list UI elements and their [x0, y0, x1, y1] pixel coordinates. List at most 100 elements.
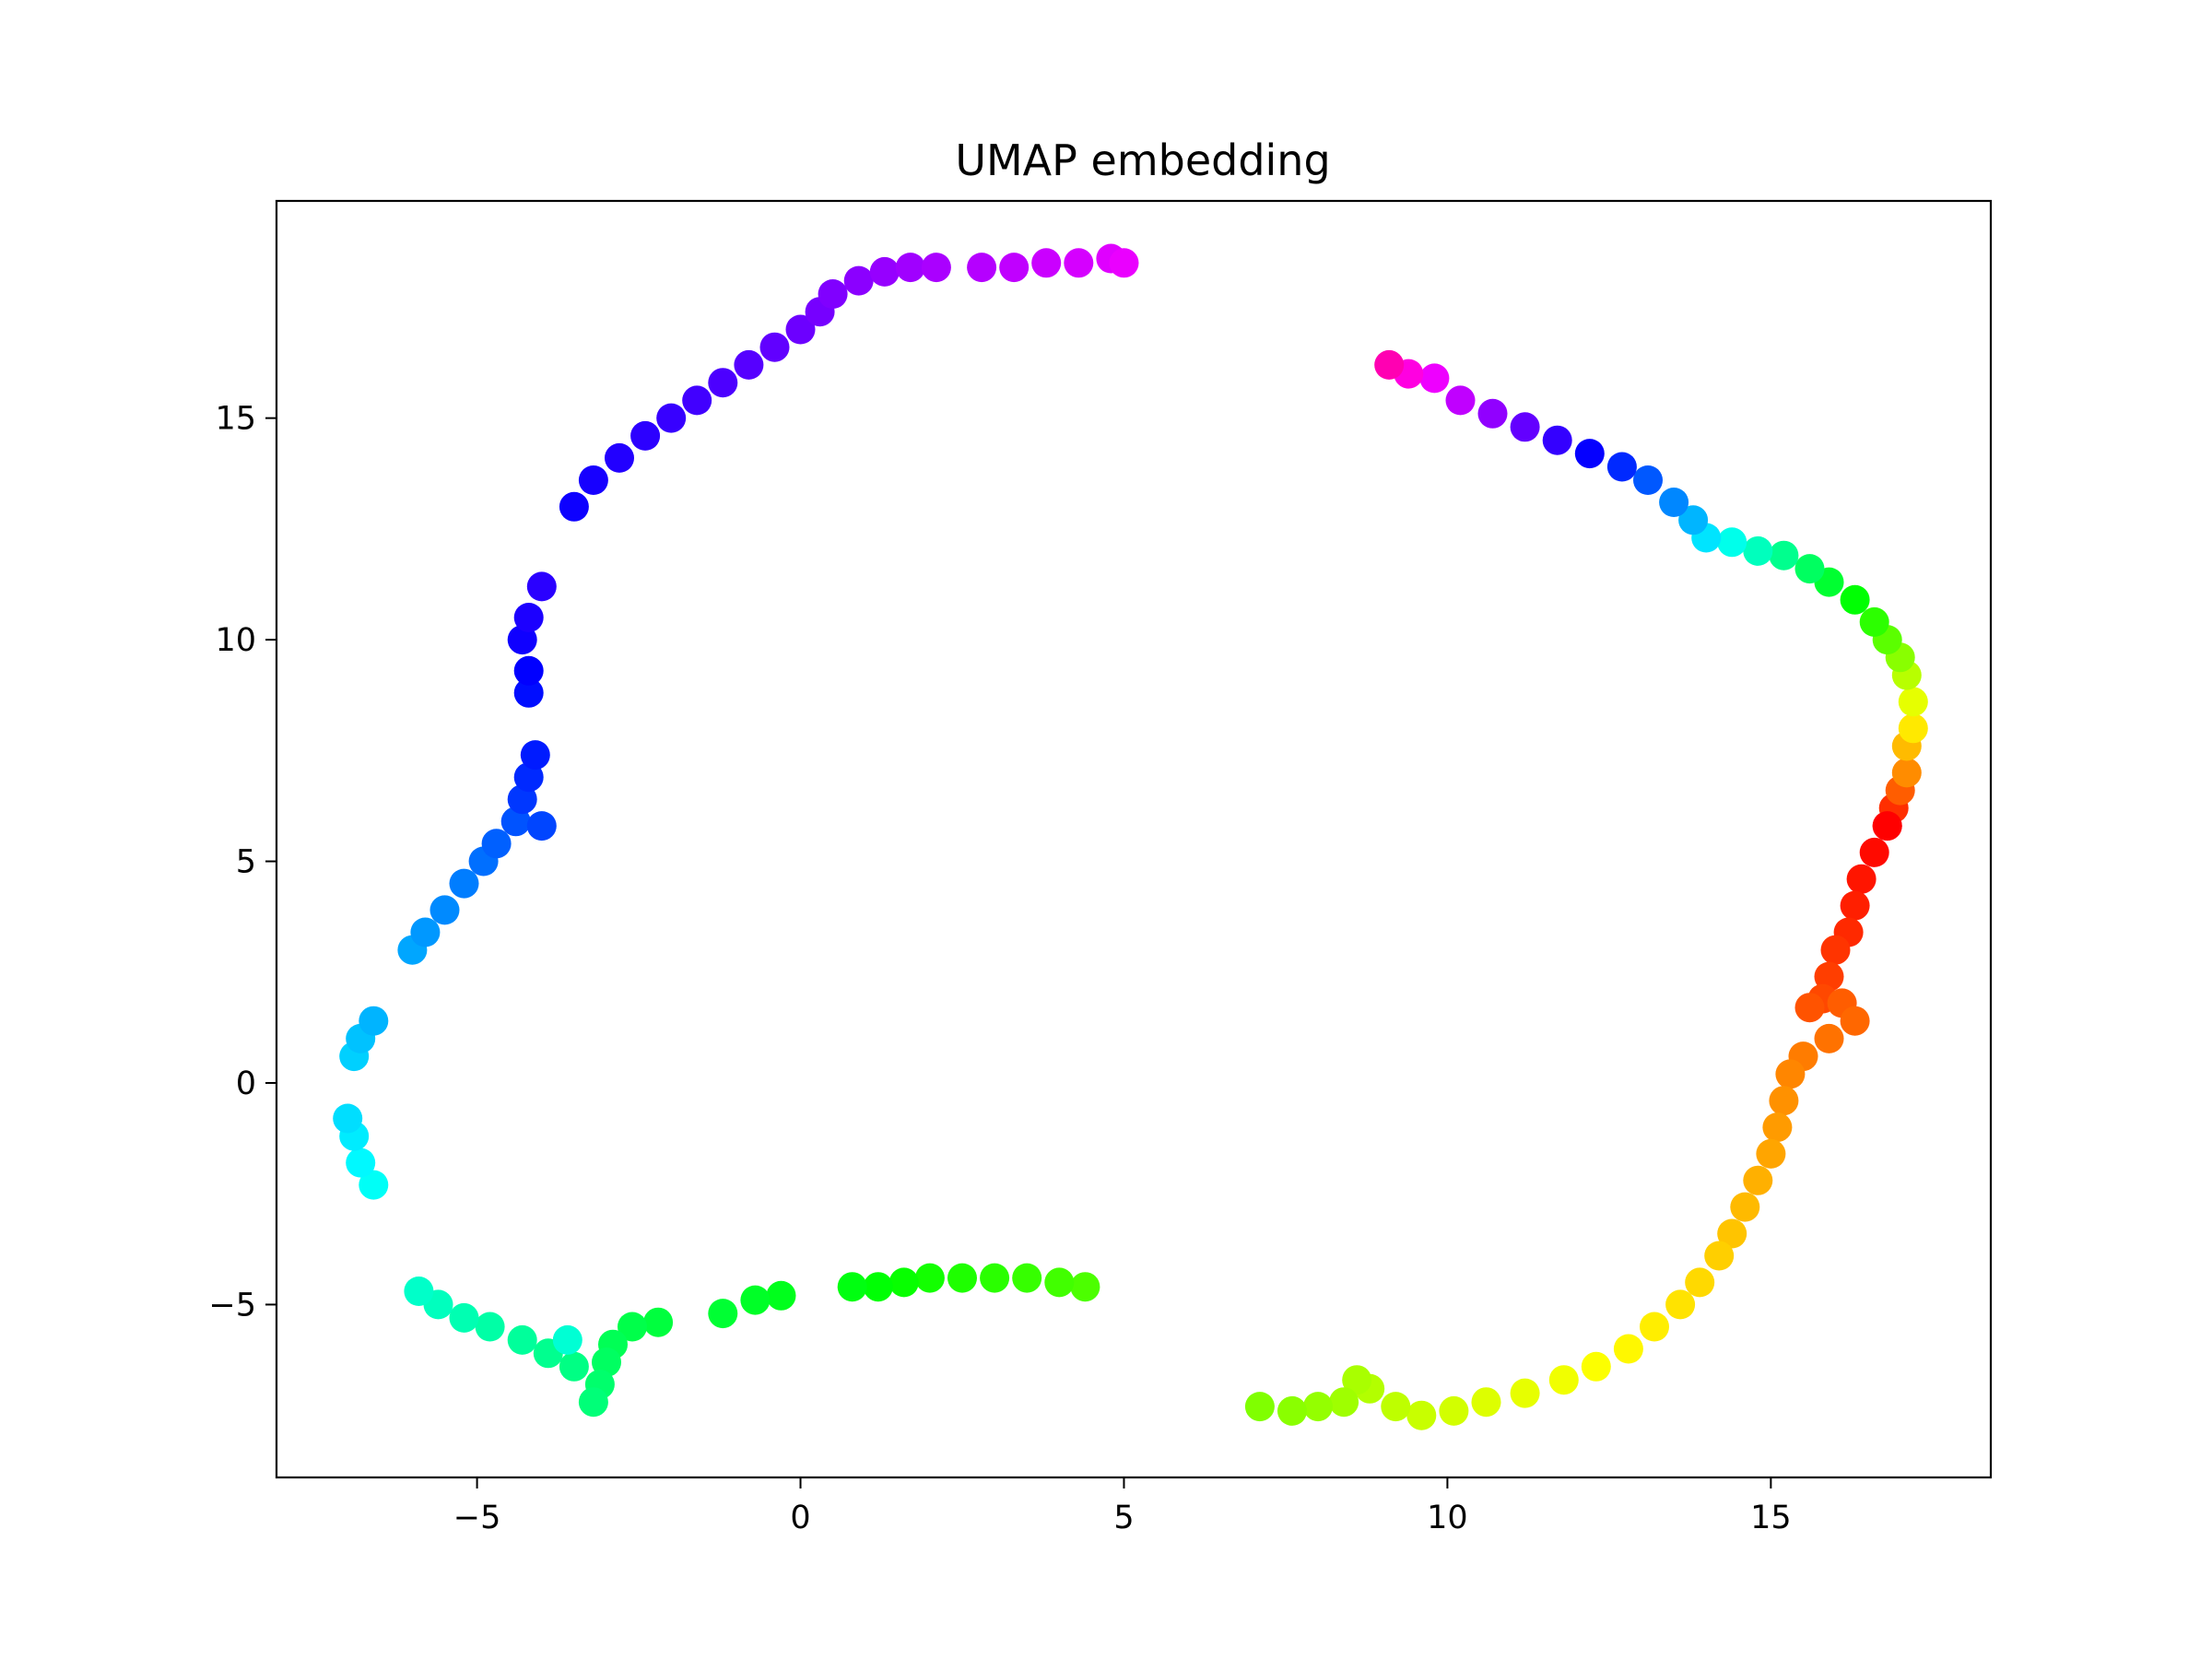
- scatter-point: [630, 420, 661, 451]
- scatter-point: [1794, 993, 1825, 1023]
- scatter-point: [967, 253, 997, 283]
- x-tick-label: 15: [1750, 1500, 1792, 1536]
- scatter-point: [1762, 1112, 1793, 1143]
- scatter-point: [1070, 1272, 1100, 1302]
- scatter-point: [1406, 1400, 1437, 1430]
- scatter-point: [785, 314, 816, 345]
- scatter-point: [1769, 1086, 1799, 1116]
- scatter-point: [895, 253, 925, 283]
- scatter-point: [740, 1285, 771, 1315]
- scatter-point: [656, 403, 687, 433]
- scatter-point: [1898, 687, 1928, 717]
- scatter-point: [520, 740, 550, 771]
- scatter-point: [1794, 554, 1825, 584]
- x-tick-label: −5: [453, 1500, 501, 1536]
- scatter-point: [1814, 961, 1844, 992]
- scatter-point: [578, 465, 608, 495]
- scatter-point: [1859, 837, 1889, 867]
- scatter-point: [1769, 540, 1799, 571]
- scatter-point: [1820, 935, 1851, 965]
- scatter-point: [1814, 1023, 1844, 1053]
- scatter-point: [843, 265, 874, 296]
- scatter-point: [359, 1170, 389, 1200]
- scatter-point: [1613, 1334, 1643, 1364]
- scatter-point: [346, 1147, 376, 1178]
- y-tick-label: 10: [215, 622, 256, 659]
- x-tick-label: 0: [790, 1500, 810, 1536]
- scatter-point: [1381, 1392, 1411, 1422]
- scatter-points-layer: [333, 243, 1928, 1430]
- scatter-point: [1891, 758, 1922, 788]
- scatter-point: [359, 1006, 389, 1036]
- scatter-point: [449, 1302, 479, 1333]
- chart-title: UMAP embedding: [955, 135, 1330, 185]
- scatter-point: [1244, 1392, 1275, 1422]
- y-tick-label: 5: [236, 844, 256, 881]
- scatter-point: [507, 784, 537, 815]
- scatter-point: [682, 385, 712, 416]
- scatter-point: [410, 917, 441, 947]
- scatter-point: [1743, 1165, 1773, 1195]
- scatter-point: [708, 368, 738, 398]
- scatter-point: [1872, 811, 1902, 841]
- scatter-point: [734, 349, 764, 380]
- scatter-point: [618, 1312, 647, 1342]
- scatter-point: [513, 677, 544, 708]
- y-tick-label: −5: [208, 1287, 256, 1324]
- scatter-point: [481, 829, 512, 859]
- scatter-point: [513, 603, 544, 632]
- scatter-point: [1439, 1395, 1469, 1426]
- scatter-point: [449, 868, 479, 899]
- scatter-point: [507, 1324, 537, 1355]
- scatter-point: [513, 762, 544, 793]
- scatter-point: [1471, 1387, 1501, 1418]
- scatter-point: [559, 491, 589, 522]
- scatter-point: [1775, 1059, 1806, 1089]
- scatter-point: [837, 1272, 867, 1302]
- scatter-point: [333, 1103, 363, 1134]
- scatter-point: [513, 655, 544, 686]
- scatter-point: [1542, 425, 1572, 455]
- scatter-point: [1840, 1006, 1870, 1036]
- scatter-point: [1445, 385, 1476, 416]
- scatter-point: [1477, 398, 1508, 429]
- scatter-point: [500, 806, 531, 837]
- scatter-point: [1859, 606, 1889, 637]
- scatter-point: [999, 253, 1030, 283]
- scatter-point: [1685, 1267, 1715, 1298]
- scatter-point: [888, 1267, 919, 1298]
- scatter-point: [1342, 1365, 1372, 1395]
- x-axis: −5 0 5 10 15: [453, 1477, 1792, 1536]
- scatter-point: [766, 1280, 796, 1311]
- scatter-point: [947, 1263, 977, 1293]
- scatter-point: [708, 1299, 738, 1329]
- scatter-point: [1374, 349, 1405, 380]
- scatter-point: [1730, 1192, 1760, 1222]
- scatter-point: [1064, 248, 1094, 278]
- scatter-point: [552, 1324, 582, 1355]
- scatter-point: [1548, 1365, 1579, 1395]
- scatter-point: [818, 279, 848, 309]
- scatter-point: [980, 1263, 1010, 1293]
- x-tick-label: 5: [1113, 1500, 1134, 1536]
- scatter-point: [643, 1307, 674, 1337]
- scatter-point: [1678, 505, 1709, 535]
- scatter-point: [1846, 864, 1877, 894]
- scatter-point: [1031, 248, 1062, 278]
- scatter-point: [1109, 248, 1139, 278]
- scatter-point: [1756, 1138, 1786, 1169]
- scatter-point: [1665, 1289, 1696, 1320]
- scatter-point: [1840, 890, 1870, 921]
- scatter-point: [1303, 1392, 1333, 1422]
- scatter-point: [429, 895, 460, 925]
- scatter-point: [1704, 1241, 1735, 1271]
- scatter-point: [1419, 363, 1450, 394]
- scatter-point: [1898, 713, 1928, 744]
- scatter-point: [914, 1263, 945, 1293]
- scatter-point: [1840, 584, 1870, 615]
- scatter-point: [1659, 488, 1689, 517]
- scatter-point: [526, 811, 557, 841]
- x-tick-label: 10: [1427, 1500, 1468, 1536]
- scatter-point: [1012, 1263, 1042, 1293]
